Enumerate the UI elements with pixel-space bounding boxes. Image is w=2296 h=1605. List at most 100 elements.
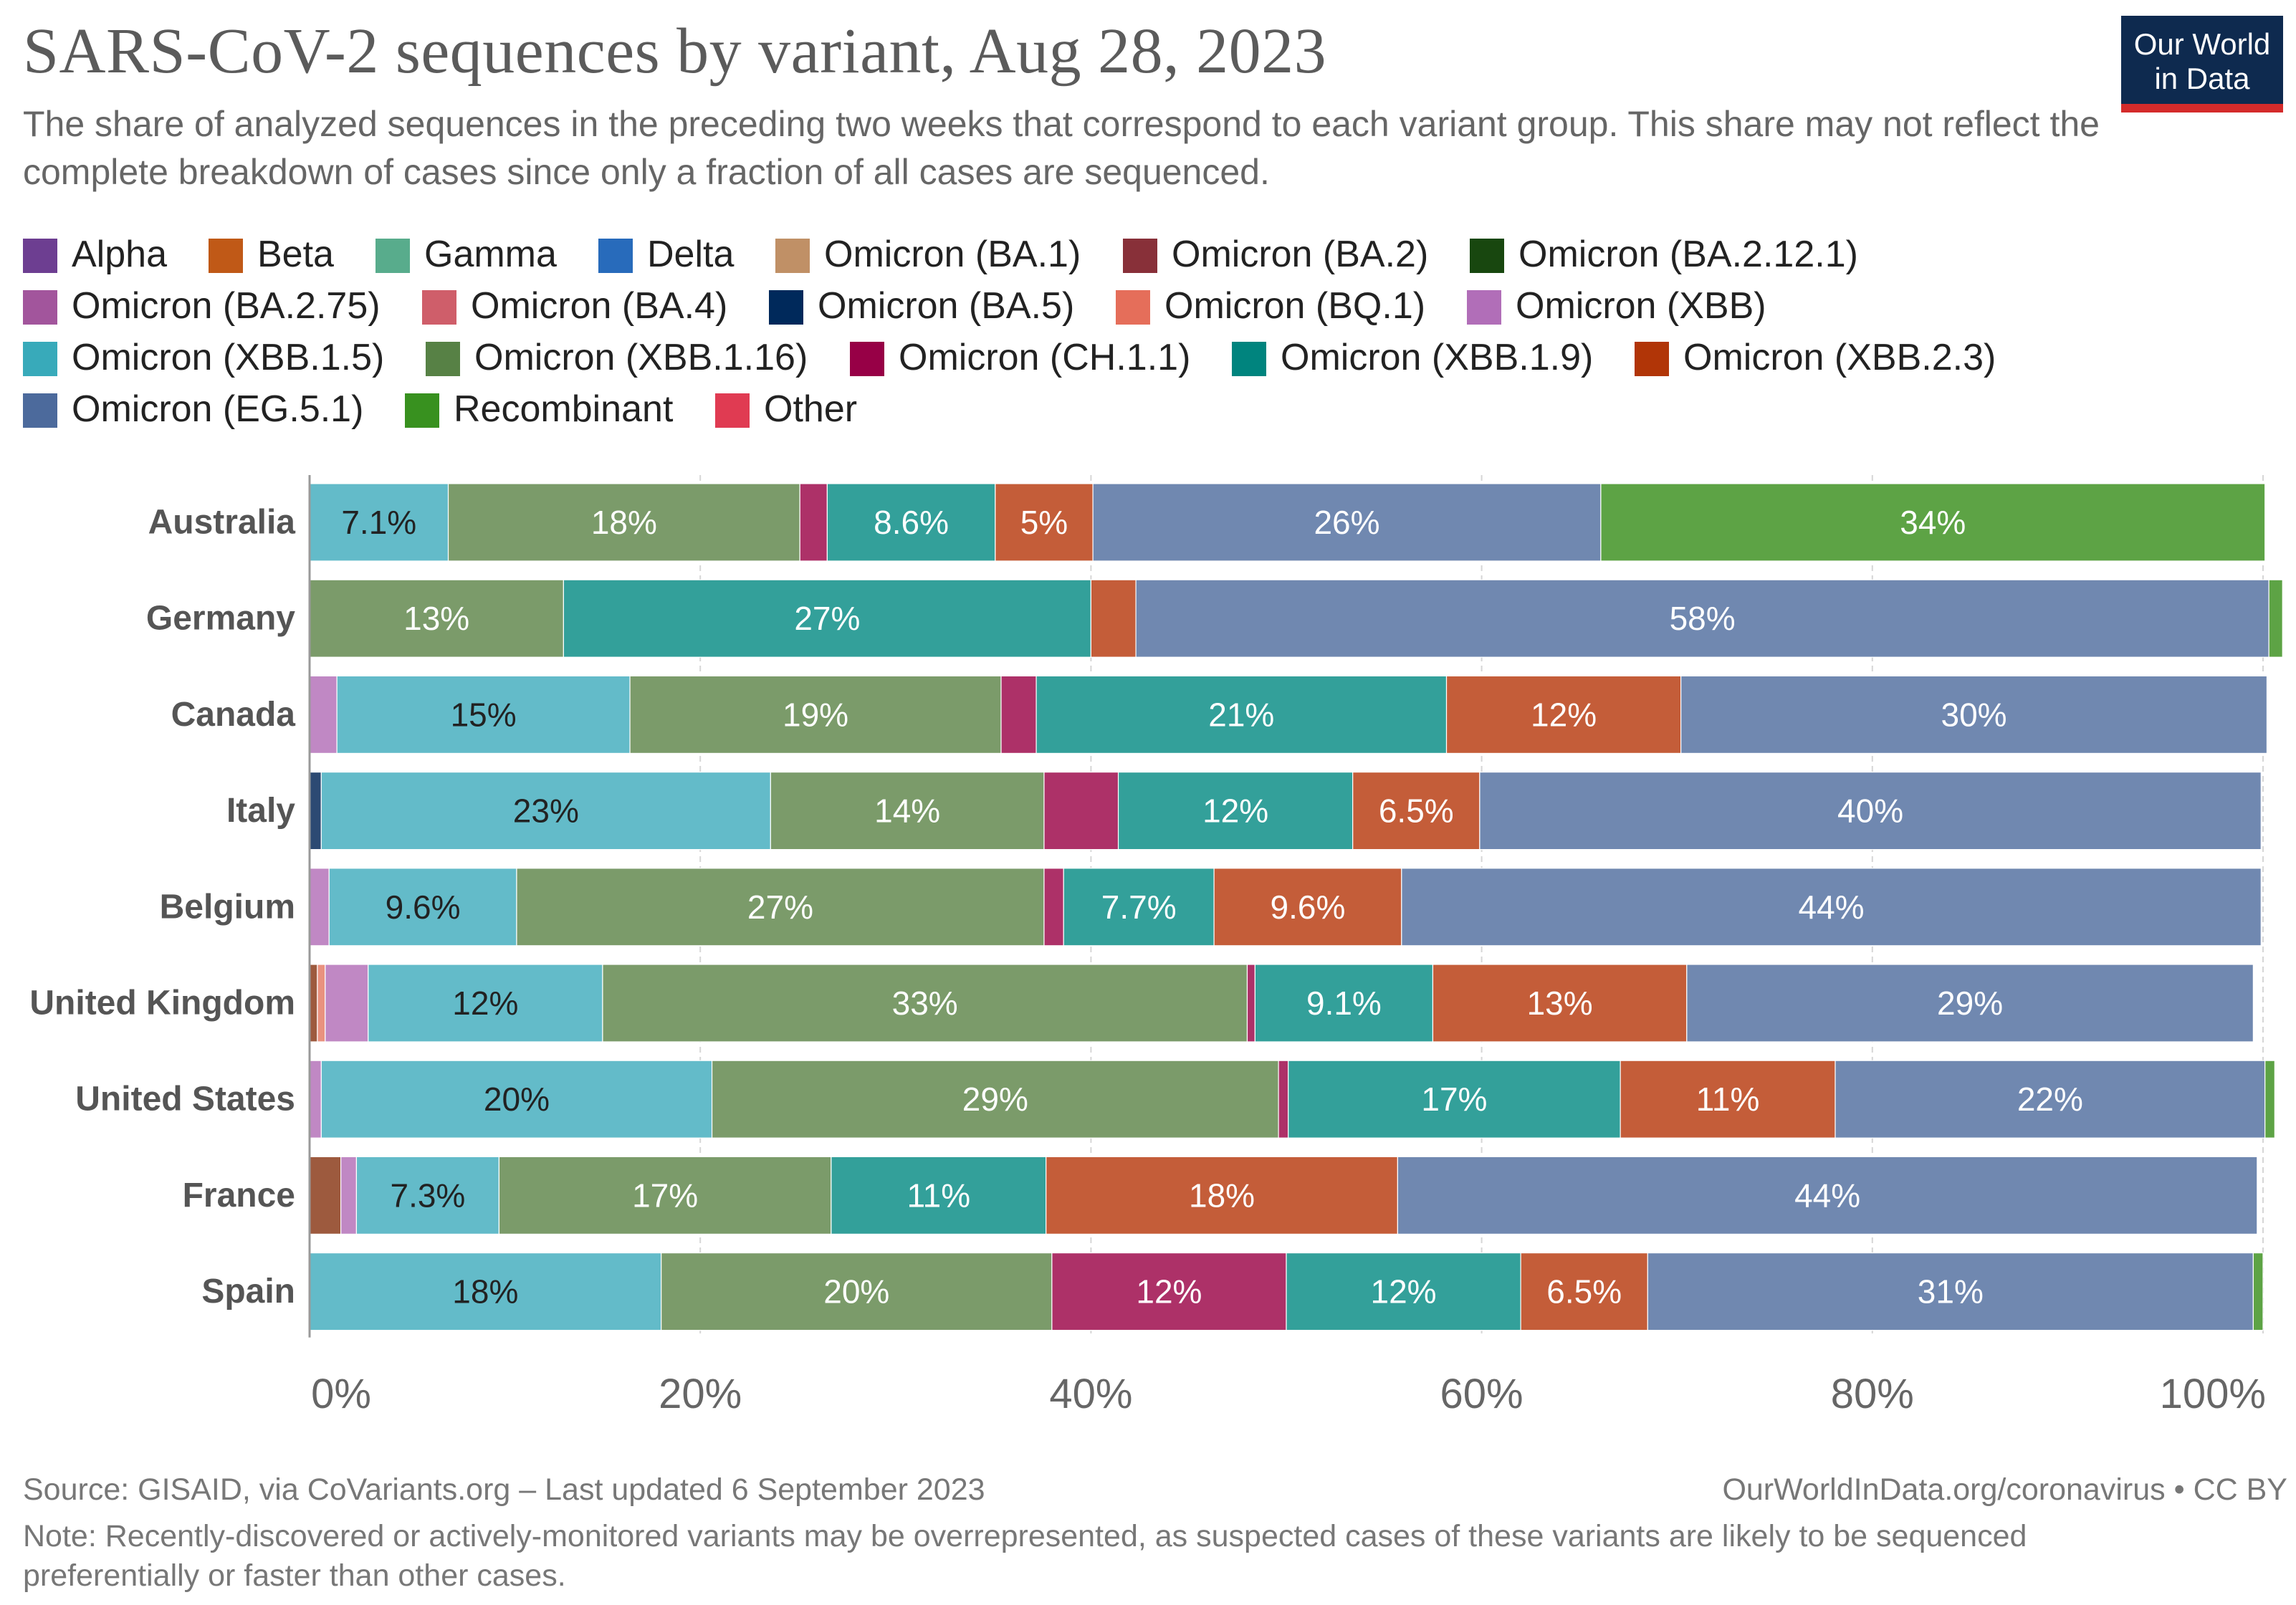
legend-swatch (598, 239, 633, 273)
bar-segment (309, 868, 330, 947)
bar-segment (1680, 675, 2268, 754)
legend-label: Omicron (XBB.1.9) (1281, 337, 1594, 378)
legend-swatch (426, 342, 460, 376)
chart-subtitle: The share of analyzed sequences in the p… (23, 104, 2100, 192)
bar-segment (1051, 1252, 1287, 1331)
data-label: 26% (1314, 504, 1379, 541)
data-label: 5% (1020, 504, 1068, 541)
logo-line-1: Our World (2133, 27, 2271, 61)
logo-accent-bar (2121, 104, 2283, 112)
bar-segment (1520, 1252, 1648, 1331)
data-label: 23% (513, 792, 579, 830)
chart-title: SARS-CoV-2 sequences by variant, Aug 28,… (23, 16, 1327, 87)
credit-link[interactable]: OurWorldInData.org/coronavirus • CC BY (1722, 1472, 2287, 1507)
x-tick-label: 60% (1440, 1371, 1524, 1417)
data-label: 6.5% (1379, 792, 1454, 830)
legend-label: Omicron (XBB.1.16) (474, 337, 808, 378)
owid-logo[interactable]: Our World in Data (2121, 16, 2283, 112)
bar-segment (1043, 868, 1064, 947)
data-label: 12% (1136, 1273, 1202, 1311)
category-label: Germany (146, 600, 295, 638)
legend-label: Alpha (72, 234, 167, 275)
data-label: 9.6% (386, 888, 461, 926)
x-tick-label: 80% (1831, 1371, 1914, 1417)
data-label: 27% (747, 888, 813, 926)
legend-label: Omicron (XBB.2.3) (1683, 337, 1996, 378)
category-label: Australia (148, 504, 296, 542)
data-label: 12% (1371, 1273, 1437, 1311)
bar-segment (2268, 579, 2283, 658)
bar-segment (1835, 1060, 2266, 1139)
bar-segment (340, 1156, 358, 1235)
legend-label: Recombinant (454, 388, 674, 430)
data-label: 44% (1799, 888, 1865, 926)
legend-label: Omicron (EG.5.1) (72, 388, 364, 430)
category-label: Italy (226, 792, 295, 830)
legend-swatch (1116, 290, 1150, 325)
legend-swatch (1232, 342, 1266, 376)
bar-segment (1043, 771, 1119, 851)
bar-segment (1286, 1252, 1521, 1331)
bar-segment (320, 1060, 713, 1139)
category-label: United States (75, 1081, 295, 1118)
bar-segment (1686, 964, 2254, 1043)
bar-segment (1090, 579, 1137, 658)
data-label: 29% (962, 1081, 1028, 1118)
legend-label: Omicron (XBB.1.5) (72, 337, 385, 378)
x-tick-label: 0% (311, 1371, 371, 1417)
legend-label: Delta (647, 234, 735, 275)
category-label: United Kingdom (29, 984, 295, 1022)
legend-swatch (23, 290, 57, 325)
data-label: 18% (1189, 1177, 1255, 1214)
data-label: 6.5% (1546, 1273, 1622, 1311)
legend-swatch (1470, 239, 1504, 273)
data-label: 9.6% (1271, 888, 1346, 926)
bar-segment (1620, 1060, 1836, 1139)
category-label: Belgium (160, 888, 295, 926)
bar-segment (1063, 868, 1215, 947)
legend-label: Beta (257, 234, 334, 275)
bar-segment (2252, 1252, 2264, 1331)
data-label: 9.1% (1306, 984, 1382, 1022)
data-label: 14% (874, 792, 940, 830)
bar-segment (355, 1156, 500, 1235)
data-label: 7.1% (341, 504, 416, 541)
data-label: 29% (1937, 984, 2003, 1022)
legend-label: Omicron (BA.5) (818, 285, 1075, 327)
bar-segment (317, 964, 326, 1043)
data-label: 33% (892, 984, 958, 1022)
bar-segment (711, 1060, 1279, 1139)
data-label: 30% (1941, 696, 2007, 733)
bar-segment (1278, 1060, 1289, 1139)
data-label: 17% (632, 1177, 698, 1214)
source-note: Source: GISAID, via CoVariants.org – Las… (23, 1472, 985, 1507)
legend-swatch (23, 393, 57, 428)
bar-segment (1117, 771, 1354, 851)
data-label: 12% (452, 984, 518, 1022)
data-label: 58% (1670, 600, 1736, 637)
bar-segment (770, 771, 1045, 851)
data-label: 11% (1696, 1081, 1760, 1118)
bar-segment (1246, 964, 1255, 1043)
legend-label: Omicron (BQ.1) (1164, 285, 1426, 327)
data-label: 27% (794, 600, 860, 637)
bar-segment (447, 483, 800, 562)
bar-segment (1000, 675, 1037, 754)
legend-swatch (1635, 342, 1669, 376)
bar-segment (1213, 868, 1402, 947)
bar-segment (320, 771, 771, 851)
bar-segment (1352, 771, 1481, 851)
legend-label: Omicron (CH.1.1) (899, 337, 1191, 378)
legend-label: Omicron (BA.2) (1172, 234, 1429, 275)
bar-segment (1600, 483, 2266, 562)
bar-segment (799, 483, 828, 562)
bar-segment (309, 964, 318, 1043)
x-tick-label: 100% (2160, 1371, 2266, 1417)
bar-segment (1135, 579, 2269, 658)
bar-segment (1432, 964, 1688, 1043)
data-label: 11% (907, 1177, 970, 1214)
data-label: 13% (403, 600, 469, 637)
data-label: 19% (783, 696, 848, 733)
x-tick-label: 20% (659, 1371, 742, 1417)
legend-swatch (405, 393, 439, 428)
